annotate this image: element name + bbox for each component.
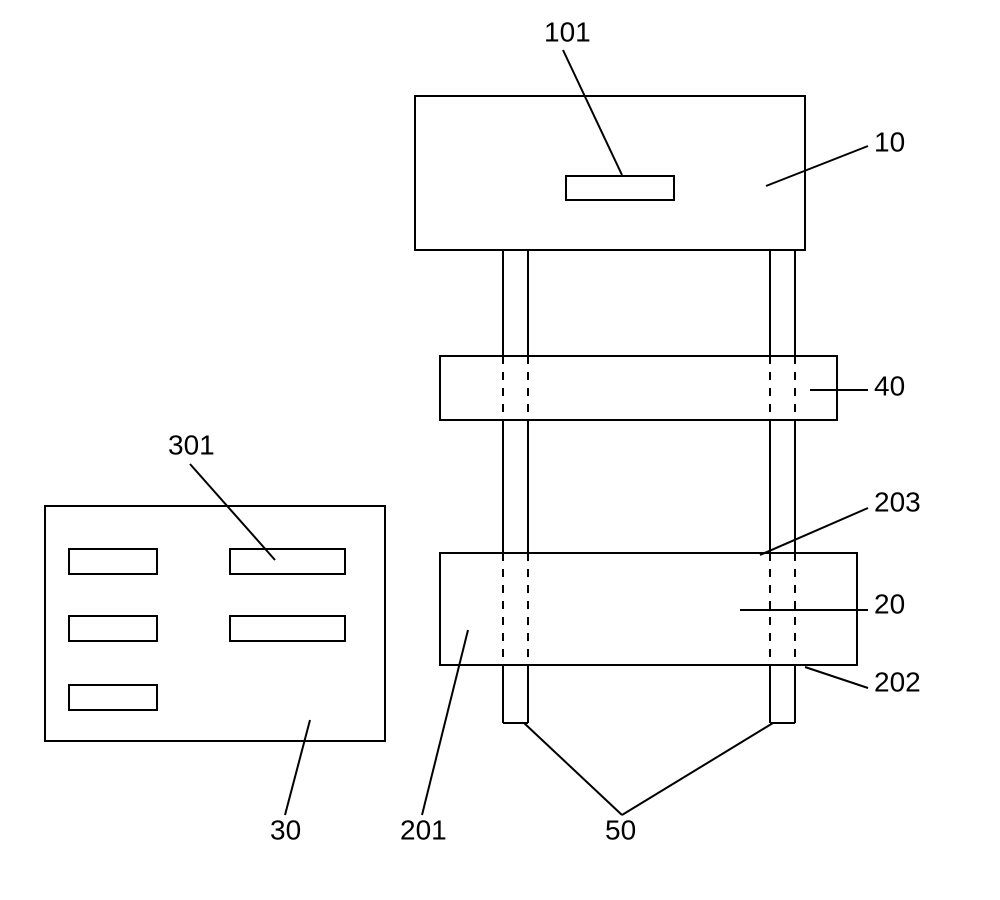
- l201-leader: [422, 630, 468, 815]
- box-10: [415, 96, 805, 250]
- l301-leader: [190, 464, 275, 560]
- l10-label: 10: [874, 126, 905, 157]
- box-30-inner-a: [69, 549, 157, 574]
- l202-leader: [805, 667, 868, 688]
- l101-label: 101: [544, 16, 591, 47]
- l202-label: 202: [874, 666, 921, 697]
- l201-label: 201: [400, 814, 447, 845]
- l40-label: 40: [874, 370, 905, 401]
- l50-leader-2: [622, 723, 773, 815]
- box-30: [45, 506, 385, 741]
- box-40: [440, 356, 837, 420]
- box-101: [566, 176, 674, 200]
- l50-leader-1: [524, 723, 622, 815]
- box-30-inner-d: [230, 549, 345, 574]
- l30-leader: [285, 720, 310, 815]
- box-30-inner-c: [69, 685, 157, 710]
- l50-label: 50: [605, 814, 636, 845]
- l301-label: 301: [168, 429, 215, 460]
- l30-label: 30: [270, 814, 301, 845]
- box-30-inner-b: [69, 616, 157, 641]
- l203-label: 203: [874, 486, 921, 517]
- l10-leader: [766, 146, 868, 186]
- l101-leader: [563, 50, 622, 175]
- l203-leader: [760, 508, 868, 555]
- box-30-inner-e: [230, 616, 345, 641]
- l20-label: 20: [874, 588, 905, 619]
